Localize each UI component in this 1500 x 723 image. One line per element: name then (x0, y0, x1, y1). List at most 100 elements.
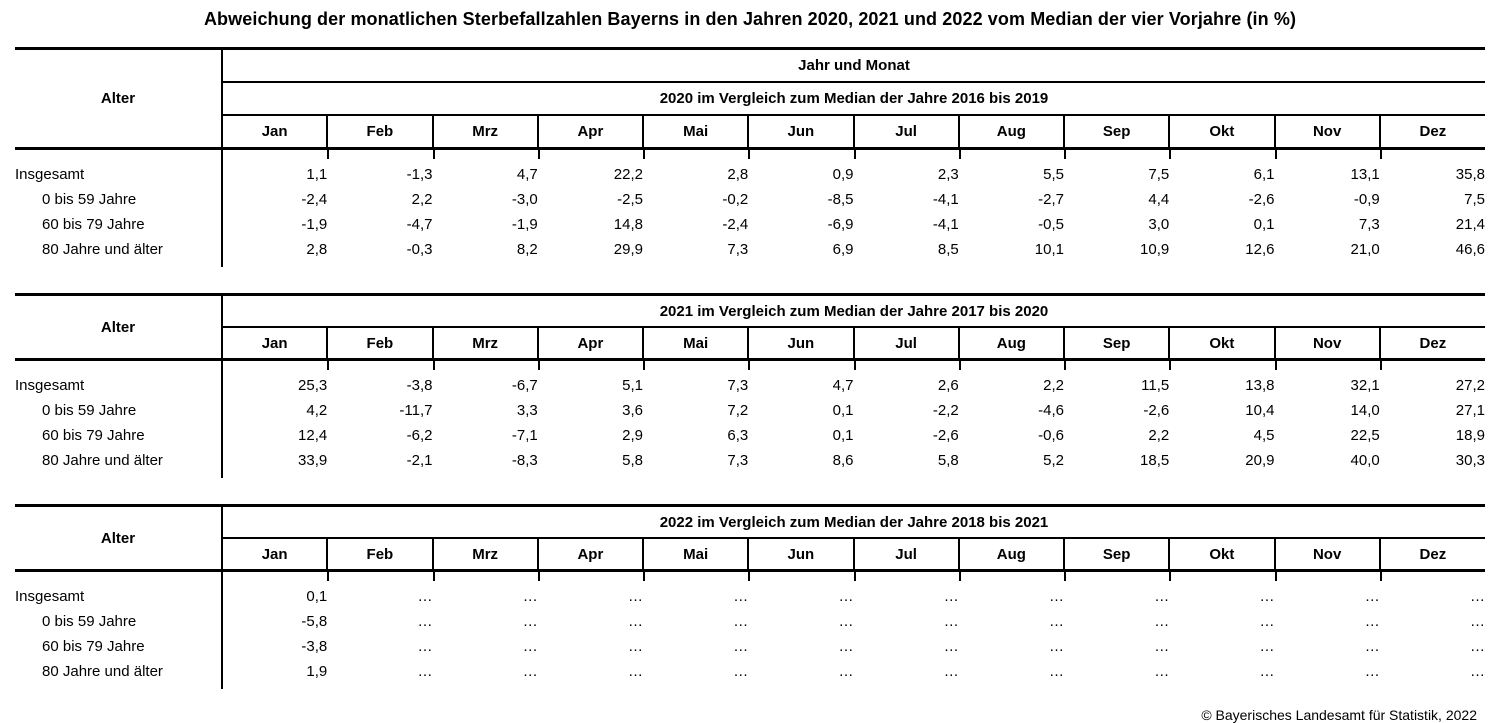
value-cell: -0,2 (722, 191, 749, 208)
alter-column-header: Alter (15, 505, 223, 572)
value-cell: 5,2 (1043, 452, 1064, 469)
month-header-mai: Mai (641, 538, 749, 572)
value-cell: 10,9 (1140, 241, 1170, 258)
value-cell: … (327, 570, 433, 609)
value-cell: 12,4 (298, 427, 328, 444)
value-cell: 14,8 (613, 216, 643, 233)
row-label: 80 Jahre und älter (15, 448, 223, 478)
month-header-row: Jan Feb Mrz Apr Mai Jun Jul Aug Sep Okt Nov Dez (15, 115, 1485, 150)
table-row: Insgesamt 25,3 -3,8 -6,7 5,1 7,3 4,7 2,6 2,2 11,5… (15, 359, 1485, 398)
table-row: 80 Jahre und älter 33,9 -2,1 -8,3 5,8 7,3 8,6 5… (15, 448, 1485, 478)
value-cell: -3,8 (327, 359, 433, 398)
value-cell: … (958, 570, 1064, 609)
month-header-sep: Sep (1062, 115, 1170, 150)
value-cell: -6,2 (406, 427, 433, 444)
value-cell: … (432, 570, 538, 609)
value-cell: … (1470, 613, 1485, 630)
row-label: 60 bis 79 Jahre (15, 634, 223, 659)
value-cell: … (838, 663, 854, 680)
value-cell: -0,5 (1038, 216, 1064, 233)
value-cell: 1,1 (306, 166, 328, 183)
jahr-und-monat-header: Jahr und Monat (222, 48, 1485, 83)
value-cell: 2,9 (622, 427, 643, 444)
value-cell: 40,0 (1350, 452, 1380, 469)
table-2022: Alter 2022 im Vergleich zum Median der J… (15, 504, 1485, 689)
row-label: 0 bis 59 Jahre (15, 187, 223, 212)
month-header-mrz: Mrz (431, 115, 538, 150)
table-2022-header: Alter 2022 im Vergleich zum Median der J… (15, 505, 1485, 572)
month-header-jun: Jun (747, 538, 854, 572)
month-header-dez: Dez (1378, 115, 1485, 150)
value-cell: … (1049, 638, 1064, 655)
value-cell: 0,9 (748, 148, 854, 187)
table-2021-body: Insgesamt 25,3 -3,8 -6,7 5,1 7,3 4,7 2,6 2,2 11,5… (15, 359, 1485, 478)
value-cell: … (522, 663, 538, 680)
value-cell: 6,1 (1169, 148, 1275, 187)
value-cell: … (748, 570, 854, 609)
month-header-aug: Aug (957, 538, 1064, 572)
value-cell: 10,4 (1245, 402, 1275, 419)
table-row: 0 bis 59 Jahre -5,8…………………………… (15, 609, 1485, 634)
table-2020-body: Insgesamt 1,1 -1,3 4,7 22,2 2,8 0,9 2,3 5,5 7,5 6,… (15, 148, 1485, 267)
value-cell: 0,1 (832, 402, 854, 419)
value-cell: … (1259, 638, 1275, 655)
value-cell: -4,1 (932, 216, 959, 233)
value-cell: 3,6 (622, 402, 643, 419)
value-cell: … (1259, 613, 1275, 630)
value-cell: 0,1 (306, 588, 328, 605)
value-cell: 4,2 (306, 402, 328, 419)
row-label: Insgesamt (15, 570, 223, 609)
value-cell: 4,7 (748, 359, 854, 398)
value-cell: -3,0 (511, 191, 538, 208)
value-cell: -2,1 (406, 452, 433, 469)
value-cell: 18,9 (1455, 427, 1485, 444)
row-label: 0 bis 59 Jahre (15, 609, 223, 634)
value-cell: … (838, 613, 854, 630)
month-header-okt: Okt (1168, 327, 1275, 361)
value-cell: -11,7 (399, 402, 433, 419)
value-cell: 4,5 (1253, 427, 1275, 444)
value-cell: -6,9 (827, 216, 854, 233)
value-cell: 1,9 (306, 663, 328, 680)
value-cell: … (537, 570, 643, 609)
value-cell: 2,6 (853, 359, 959, 398)
table-row: Insgesamt 1,1 -1,3 4,7 22,2 2,8 0,9 2,3 5,5 7,5 6,… (15, 148, 1485, 187)
value-cell: … (417, 613, 433, 630)
value-cell: 13,8 (1169, 359, 1275, 398)
value-cell: 2,2 (1148, 427, 1170, 444)
month-header-jul: Jul (852, 327, 959, 361)
month-header-okt: Okt (1168, 538, 1275, 572)
table-row: 60 bis 79 Jahre -3,8…………………………… (15, 634, 1485, 659)
value-cell: -8,3 (511, 452, 538, 469)
table-row: 60 bis 79 Jahre -1,9 -4,7 -1,9 14,8 -2,4 -6,9 -… (15, 212, 1485, 237)
value-cell: -2,6 (1143, 402, 1170, 419)
value-cell: 8,6 (832, 452, 854, 469)
value-cell: 8,5 (937, 241, 959, 258)
value-cell: 6,3 (727, 427, 749, 444)
value-cell: … (733, 613, 749, 630)
value-cell: -8,5 (827, 191, 854, 208)
value-cell: 7,5 (1464, 191, 1485, 208)
value-cell: … (1364, 663, 1380, 680)
month-header-dez: Dez (1378, 327, 1485, 361)
value-cell: … (1154, 663, 1170, 680)
alter-column-header: Alter (15, 294, 223, 361)
table-row: 0 bis 59 Jahre 4,2 -11,7 3,3 3,6 7,2 0,1 -2,2 -4… (15, 398, 1485, 423)
value-cell: 27,1 (1455, 402, 1485, 419)
value-cell: … (1259, 663, 1275, 680)
value-cell: 5,1 (537, 359, 643, 398)
value-cell: … (853, 570, 959, 609)
row-label: 80 Jahre und älter (15, 237, 223, 267)
value-cell: … (943, 638, 959, 655)
value-cell: … (628, 638, 643, 655)
value-cell: 6,9 (832, 241, 854, 258)
month-header-jul: Jul (852, 115, 959, 150)
month-header-nov: Nov (1273, 538, 1380, 572)
row-label: 0 bis 59 Jahre (15, 398, 223, 423)
value-cell: 29,9 (613, 241, 643, 258)
value-cell: -2,4 (301, 191, 328, 208)
value-cell: 3,0 (1148, 216, 1170, 233)
month-header-apr: Apr (536, 538, 643, 572)
value-cell: -1,9 (301, 216, 328, 233)
month-header-jun: Jun (747, 327, 854, 361)
